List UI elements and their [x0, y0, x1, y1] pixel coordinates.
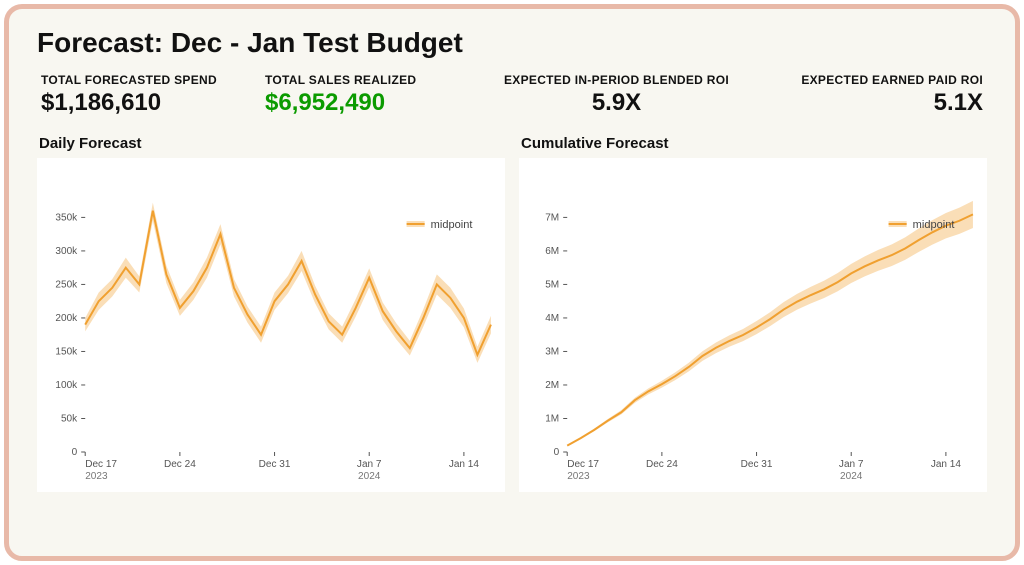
- svg-text:2023: 2023: [567, 471, 590, 482]
- svg-text:2023: 2023: [85, 471, 108, 482]
- svg-text:Dec 31: Dec 31: [741, 459, 773, 470]
- svg-text:150k: 150k: [55, 346, 78, 357]
- metric-value: 5.1X: [759, 89, 983, 117]
- svg-text:1M: 1M: [545, 414, 559, 425]
- svg-text:0: 0: [72, 447, 78, 458]
- svg-text:Dec 31: Dec 31: [259, 459, 291, 470]
- svg-text:Dec 24: Dec 24: [646, 459, 678, 470]
- svg-text:350k: 350k: [55, 212, 78, 223]
- metric-earned-roi: EXPECTED EARNED PAID ROI 5.1X: [759, 73, 987, 117]
- cumulative-forecast-section: Cumulative Forecast 0 1M 2M 3M 4M 5M 6M 7M Dec 1…: [519, 135, 987, 492]
- svg-text:6M: 6M: [545, 246, 559, 257]
- svg-text:2M: 2M: [545, 380, 559, 391]
- svg-text:7M: 7M: [545, 212, 559, 223]
- daily-forecast-section: Daily Forecast 0 50k 100k 150k 200k 250k 300k 3…: [37, 135, 505, 492]
- metric-label: TOTAL SALES REALIZED: [265, 73, 474, 87]
- svg-text:Dec 17: Dec 17: [567, 459, 599, 470]
- svg-text:Jan 7: Jan 7: [839, 459, 864, 470]
- svg-text:Jan 14: Jan 14: [449, 459, 480, 470]
- svg-text:2024: 2024: [358, 471, 381, 482]
- svg-text:5M: 5M: [545, 279, 559, 290]
- svg-text:Dec 24: Dec 24: [164, 459, 196, 470]
- svg-text:2024: 2024: [840, 471, 863, 482]
- forecast-card: Forecast: Dec - Jan Test Budget TOTAL FO…: [4, 4, 1020, 561]
- metric-label: TOTAL FORECASTED SPEND: [41, 73, 265, 87]
- metric-value: $1,186,610: [41, 89, 265, 117]
- metric-label: EXPECTED EARNED PAID ROI: [759, 73, 983, 87]
- page-title: Forecast: Dec - Jan Test Budget: [37, 27, 987, 59]
- metric-total-spend: TOTAL FORECASTED SPEND $1,186,610: [37, 73, 265, 117]
- svg-text:3M: 3M: [545, 346, 559, 357]
- svg-text:100k: 100k: [55, 380, 78, 391]
- svg-text:250k: 250k: [55, 279, 78, 290]
- metric-value: $6,952,490: [265, 89, 474, 117]
- svg-text:midpoint: midpoint: [431, 219, 473, 231]
- charts-row: Daily Forecast 0 50k 100k 150k 200k 250k 300k 3…: [37, 135, 987, 492]
- metric-label: EXPECTED IN-PERIOD BLENDED ROI: [474, 73, 759, 87]
- metrics-row: TOTAL FORECASTED SPEND $1,186,610 TOTAL …: [37, 73, 987, 117]
- chart-title: Cumulative Forecast: [519, 135, 987, 152]
- svg-text:0: 0: [554, 447, 560, 458]
- cumulative-forecast-chart: 0 1M 2M 3M 4M 5M 6M 7M Dec 172023 Dec 24 Dec 31 Jan…: [519, 158, 987, 492]
- svg-text:4M: 4M: [545, 313, 559, 324]
- svg-text:Jan 14: Jan 14: [931, 459, 962, 470]
- svg-text:Dec 17: Dec 17: [85, 459, 117, 470]
- svg-text:Jan 7: Jan 7: [357, 459, 382, 470]
- daily-forecast-chart: 0 50k 100k 150k 200k 250k 300k 350k Dec 172023 De…: [37, 158, 505, 492]
- svg-text:midpoint: midpoint: [913, 219, 955, 231]
- metric-total-sales: TOTAL SALES REALIZED $6,952,490: [265, 73, 474, 117]
- chart-title: Daily Forecast: [37, 135, 505, 152]
- svg-text:200k: 200k: [55, 313, 78, 324]
- metric-value: 5.9X: [474, 89, 759, 117]
- metric-blended-roi: EXPECTED IN-PERIOD BLENDED ROI 5.9X: [474, 73, 759, 117]
- svg-text:50k: 50k: [61, 414, 78, 425]
- svg-text:300k: 300k: [55, 246, 78, 257]
